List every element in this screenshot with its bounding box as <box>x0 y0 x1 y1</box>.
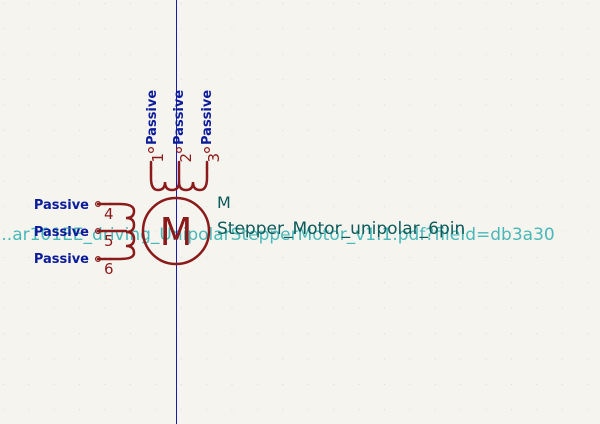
pin-1-type: Passive <box>145 90 160 145</box>
pin-4-number: 4 <box>104 205 114 223</box>
pin-3-endpoint[interactable] <box>204 147 211 154</box>
pin-3-number: 3 <box>205 153 223 163</box>
pin-4-type: Passive <box>34 198 89 213</box>
pin-2-type: Passive <box>172 90 187 145</box>
pin-2-endpoint[interactable] <box>176 147 183 154</box>
pin-5-endpoint[interactable] <box>94 228 101 235</box>
pin-6-number: 6 <box>104 260 114 278</box>
pin-6-type: Passive <box>34 252 89 267</box>
pin-4-endpoint[interactable] <box>94 201 101 208</box>
motor-glyph: M <box>160 210 193 254</box>
pin-1-endpoint[interactable] <box>148 147 155 154</box>
datasheet-field[interactable]: ...ar101EE_driving_UnipolarStepperMotor_… <box>0 225 555 245</box>
reference-field[interactable]: M <box>217 193 231 212</box>
motor-body-circle <box>141 196 211 266</box>
pin-3-type: Passive <box>200 90 215 145</box>
pin-6-endpoint[interactable] <box>94 256 101 263</box>
pin-5-type: Passive <box>34 225 89 240</box>
pin-5-number: 5 <box>104 232 114 250</box>
pin-1-number: 1 <box>149 153 167 163</box>
value-field[interactable]: Stepper_Motor_unipolar_6pin <box>217 219 465 239</box>
pin-2-number: 2 <box>177 153 195 163</box>
